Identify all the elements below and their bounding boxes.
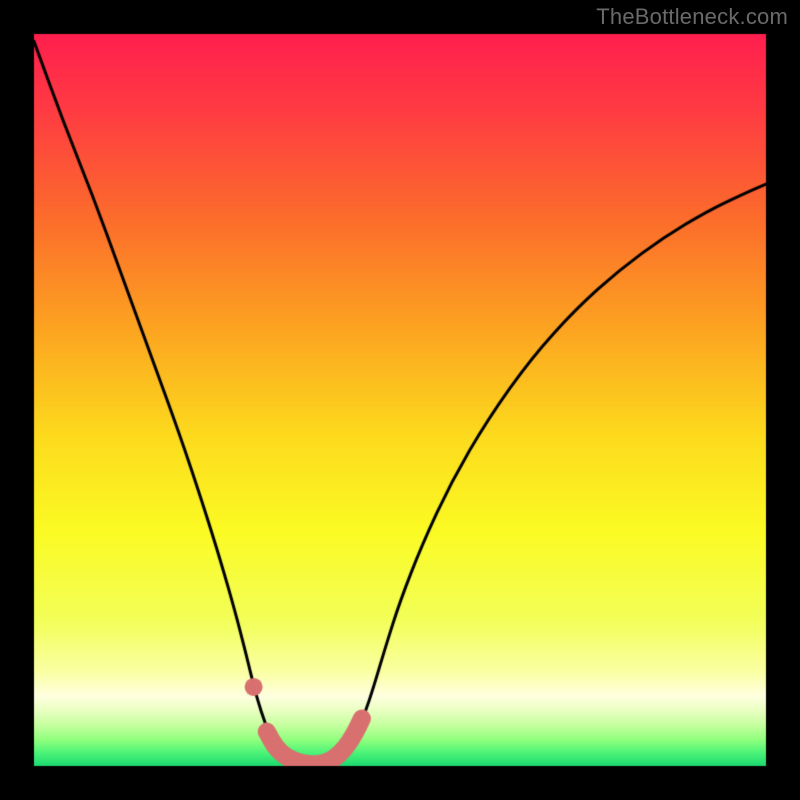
chart-stage: TheBottleneck.com <box>0 0 800 800</box>
bottleneck-curve-chart <box>0 0 800 800</box>
